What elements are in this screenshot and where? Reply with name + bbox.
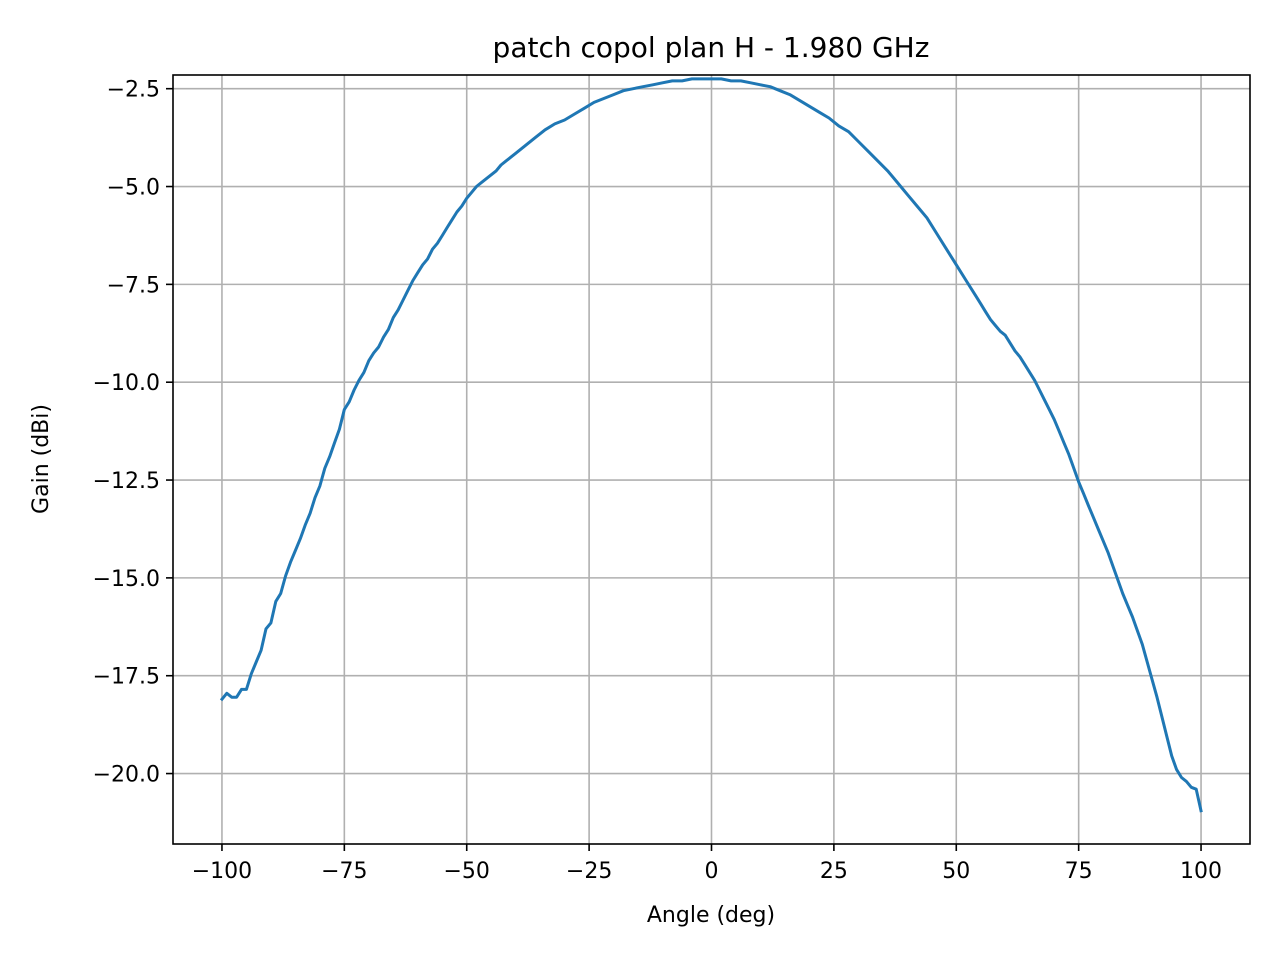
x-tick-label: −75 [321,859,367,884]
x-tick-label: −50 [444,859,490,884]
series-layer [219,77,1203,813]
y-tick-label: −10.0 [93,371,160,396]
y-axis-label: Gain (dBi) [29,404,54,514]
chart-title: patch copol plan H - 1.980 GHz [493,31,930,64]
y-tick-label: −20.0 [93,763,160,788]
x-tick-label: 100 [1180,859,1222,884]
x-tick-label: −25 [566,859,612,884]
y-tick-label: −7.5 [107,273,160,298]
y-tick-label: −2.5 [107,78,160,103]
grid [173,75,1250,844]
y-tick-label: −5.0 [107,176,160,201]
x-tick-label: 0 [705,859,719,884]
x-tick-label: 50 [942,859,970,884]
x-tick-label: 75 [1065,859,1093,884]
y-tick-label: −12.5 [93,469,160,494]
x-tick-label: −100 [192,859,252,884]
gain-series-line [219,77,1203,813]
y-tick-label: −17.5 [93,665,160,690]
axis-ticks: −100 −75 −50 −25 0 25 50 75 100 −2.5 −5.0 −7.5 −10.0… [93,78,1222,884]
x-tick-label: 25 [820,859,848,884]
x-axis-label: Angle (deg) [647,903,775,928]
y-tick-label: −15.0 [93,567,160,592]
